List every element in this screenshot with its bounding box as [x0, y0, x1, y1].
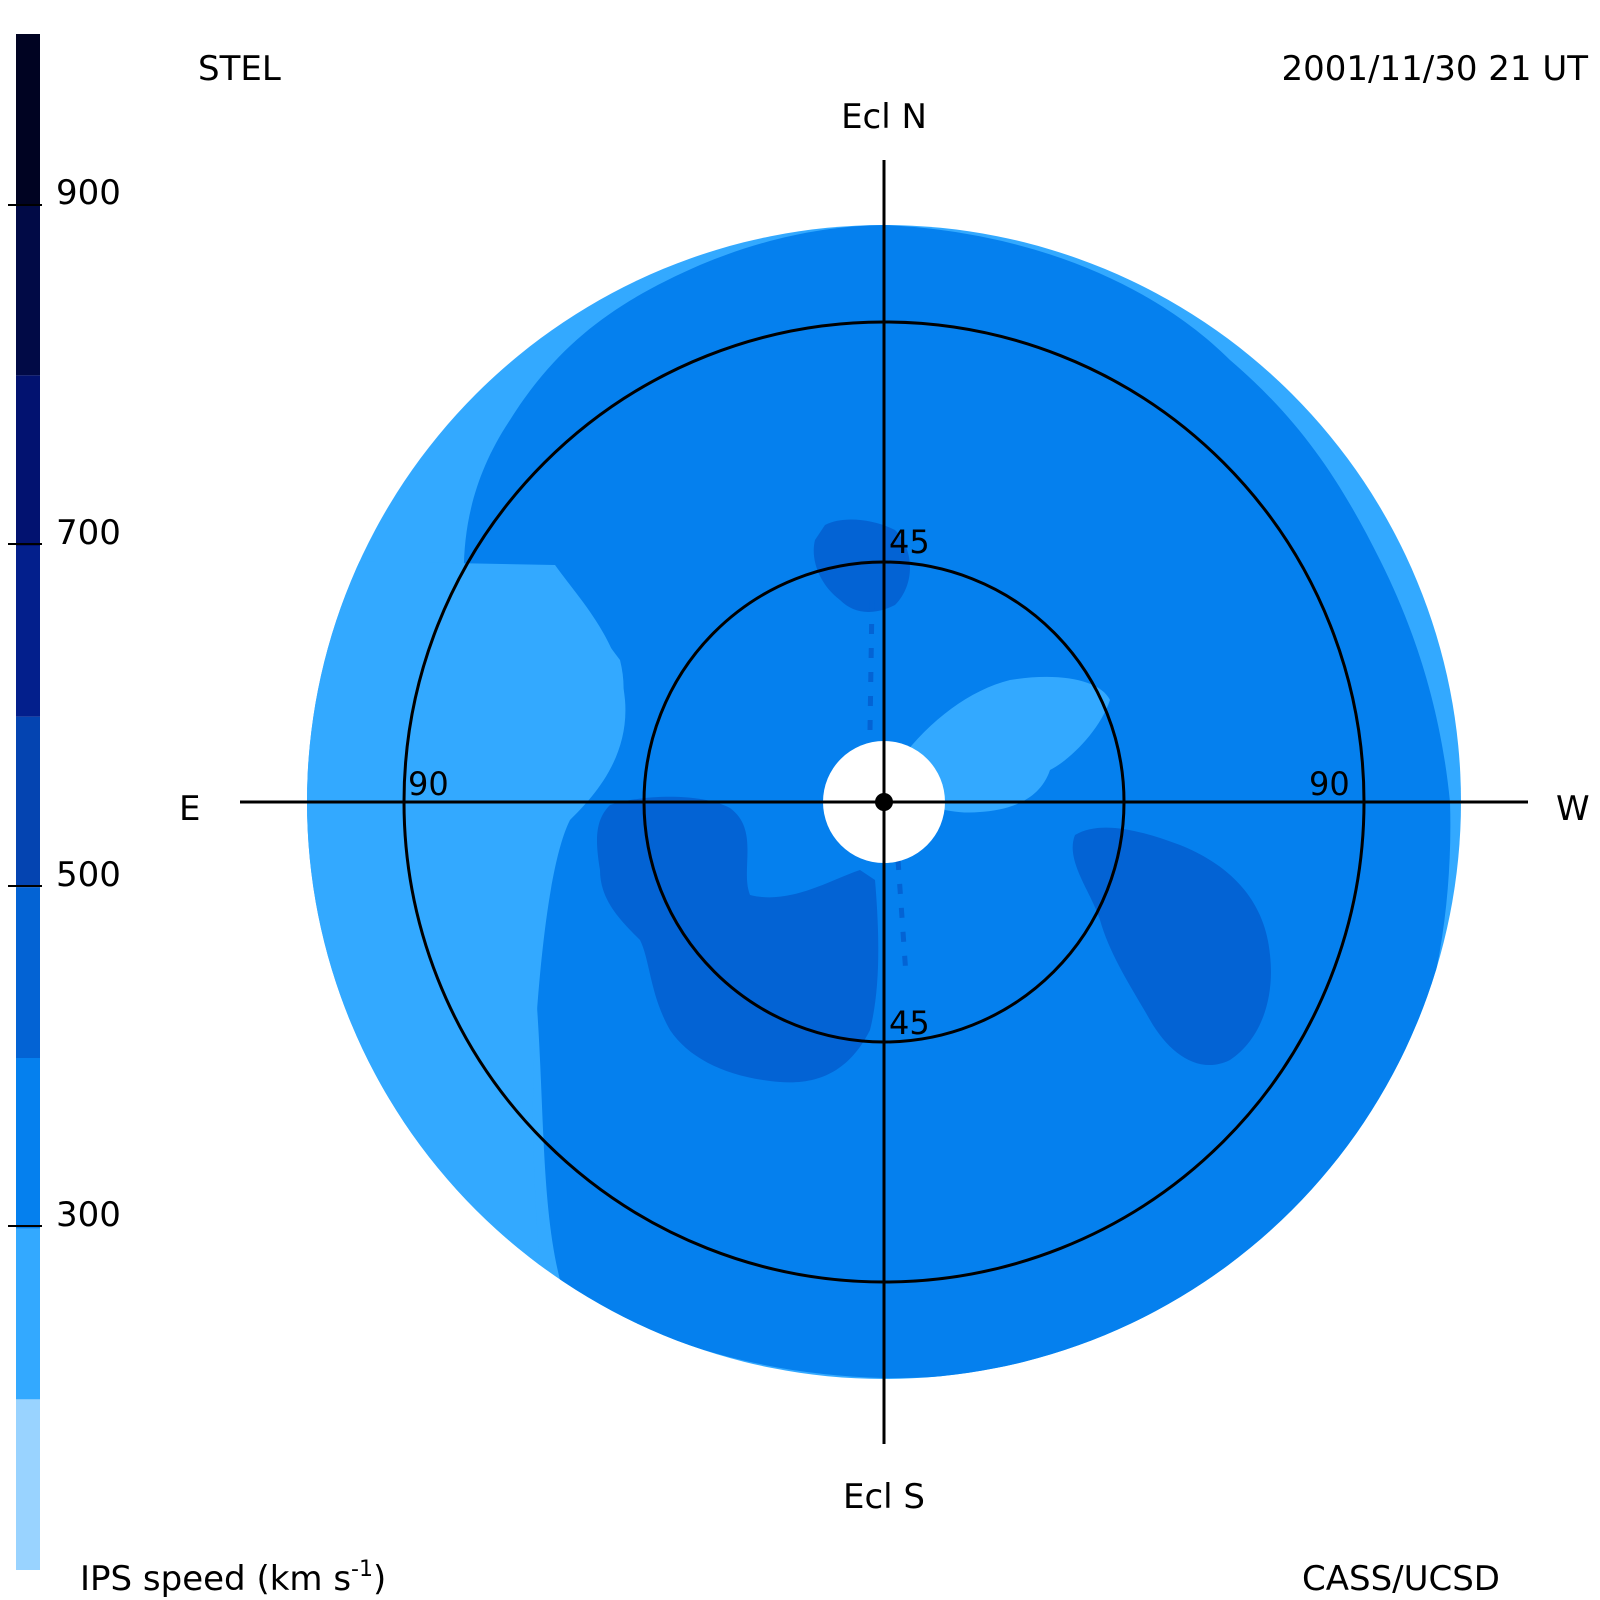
colorbar-band-100-200 [16, 1399, 40, 1570]
colorbar [16, 34, 40, 1570]
colorbar-band-400-500 [16, 887, 40, 1058]
colorbar-band-500-600 [16, 716, 40, 888]
colorbar-tick-500: 500 [56, 855, 121, 895]
colorbar-band-700-800 [16, 375, 40, 546]
colorbar-band-600-700 [16, 546, 40, 717]
south-streak [895, 859, 909, 976]
sun-center-dot [875, 793, 893, 811]
ring-45-label-south: 45 [889, 1004, 930, 1042]
ring-90-label-west: 90 [1309, 765, 1350, 803]
credit-label: CASS/UCSD [1302, 1559, 1500, 1599]
north-high-speed-blob [813, 519, 910, 612]
colorbar-band-900-1000 [16, 34, 40, 205]
colorbar-band-200-300 [16, 1228, 40, 1400]
southeast-high-speed-lobe [597, 796, 879, 1083]
ring-45-label-north: 45 [889, 523, 930, 561]
direction-east: E [179, 789, 200, 829]
timestamp-label: 2001/11/30 21 UT [1282, 49, 1589, 89]
direction-west: W [1556, 789, 1590, 829]
colorbar-tick-700: 700 [56, 513, 121, 553]
southwest-high-speed-lobe [1072, 827, 1271, 1066]
colorbar-label: IPS speed (km s-1) [80, 1557, 386, 1599]
ring-90-label-east: 90 [408, 765, 449, 803]
colorbar-tick-300: 300 [56, 1195, 121, 1235]
colorbar-band-300-400 [16, 1058, 40, 1229]
colorbar-band-800-900 [16, 204, 40, 376]
colorbar-tick-900: 900 [56, 173, 121, 213]
observatory-label: STEL [198, 49, 281, 89]
direction-south: Ecl S [843, 1477, 925, 1517]
northwest-low-speed-lobe [900, 676, 1110, 813]
direction-north: Ecl N [841, 97, 927, 137]
